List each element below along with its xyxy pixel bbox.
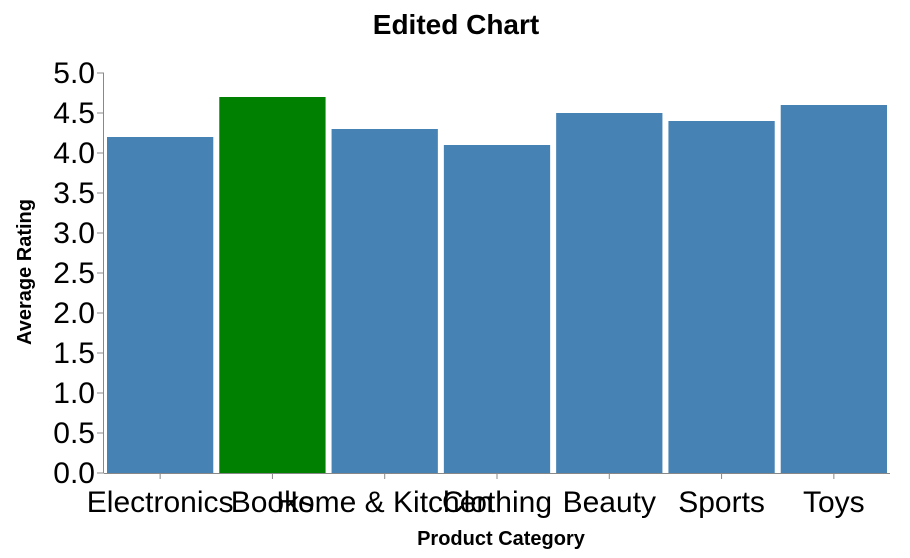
- x-tick-label: Books: [231, 486, 314, 519]
- y-tick-label: 3.5: [53, 177, 95, 210]
- y-tick-label: 4.5: [53, 97, 95, 130]
- y-tick-label: 2.0: [53, 297, 95, 330]
- bar-books: [219, 97, 326, 473]
- y-tick-label: 4.0: [53, 137, 95, 170]
- bar-home-kitchen: [331, 129, 438, 473]
- x-tick-label: Electronics: [87, 486, 234, 519]
- y-tick-label: 1.5: [53, 337, 95, 370]
- bars-group: [107, 97, 887, 473]
- bar-toys: [780, 105, 887, 473]
- y-tick-label: 1.0: [53, 377, 95, 410]
- y-tick-label: 0.5: [53, 417, 95, 450]
- bar-beauty: [556, 113, 663, 473]
- bar-clothing: [443, 145, 551, 473]
- bar-sports: [668, 121, 775, 473]
- y-tick-label: 3.0: [53, 217, 95, 250]
- y-tick-label: 2.5: [53, 257, 95, 290]
- x-tick-label: Clothing: [442, 486, 552, 519]
- y-axis-title: Average Rating: [14, 199, 36, 345]
- x-axis-title: Product Category: [417, 528, 586, 550]
- x-tick-label: Sports: [678, 486, 765, 519]
- x-tick-label: Toys: [803, 486, 865, 519]
- bar-electronics: [107, 137, 214, 473]
- y-tick-label: 0.0: [53, 457, 95, 490]
- y-tick-label: 5.0: [53, 57, 95, 90]
- x-tick-label: Beauty: [563, 486, 656, 519]
- chart-title: Edited Chart: [373, 9, 539, 40]
- y-axis: 0.0 0.5 1.0 1.5 2.0 2.5 3.0 3.5 4.0 4.5 5.0: [53, 57, 104, 490]
- x-tick-label: Home & Kitchen: [276, 486, 493, 519]
